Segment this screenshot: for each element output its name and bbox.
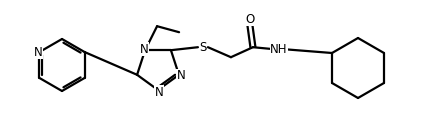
Text: N: N <box>177 69 185 82</box>
Text: N: N <box>155 86 163 99</box>
Text: NH: NH <box>270 43 288 56</box>
Text: N: N <box>34 46 43 59</box>
Text: O: O <box>245 13 255 26</box>
Text: S: S <box>199 41 207 54</box>
Text: N: N <box>140 43 148 56</box>
